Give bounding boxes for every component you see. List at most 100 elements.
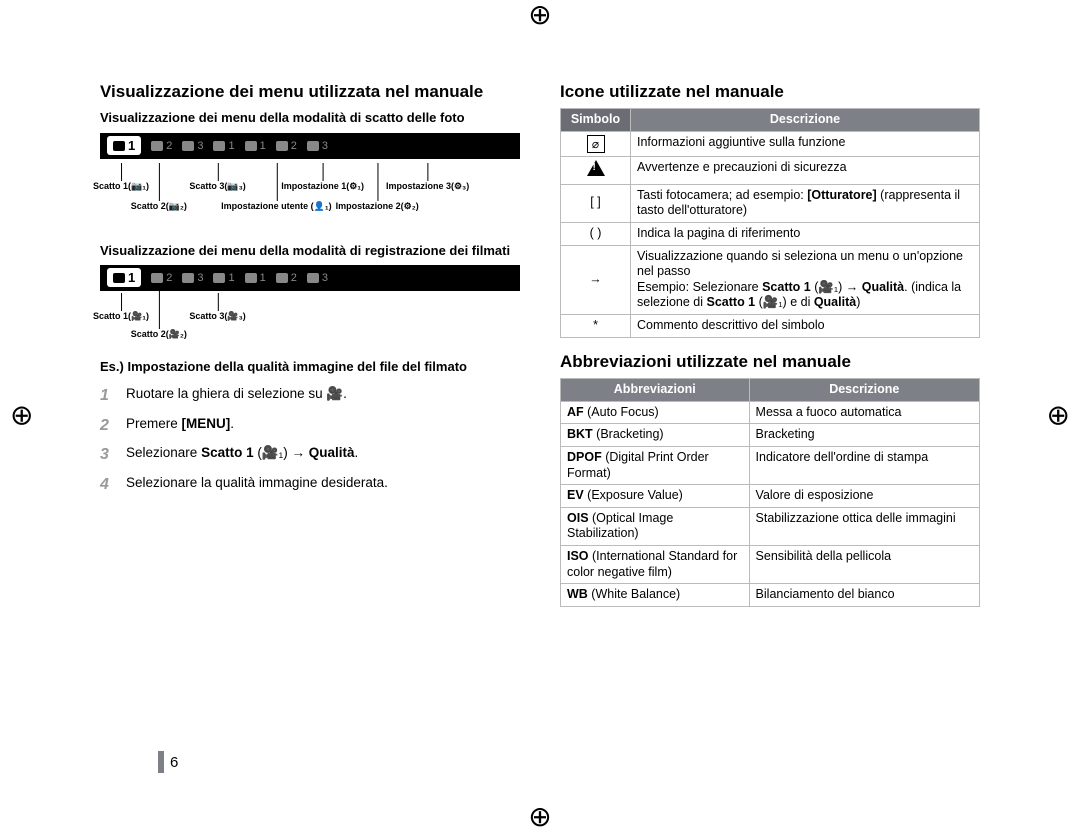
th-abbrev: Abbreviazioni <box>561 379 750 402</box>
legend-label: Impostazione 3(⚙₃) <box>386 181 469 192</box>
subheading-video-mode: Visualizzazione dei menu della modalità … <box>100 243 520 259</box>
example-heading: Es.) Impostazione della qualità immagine… <box>100 359 520 375</box>
cell-abbrev: WB (White Balance) <box>561 584 750 607</box>
tab-vuser1: 1 <box>213 272 234 284</box>
registration-mark-icon: ⊕ <box>10 398 33 431</box>
table-row: * Commento descrittivo del simbolo <box>561 315 980 338</box>
tab-vset3: 3 <box>307 272 328 284</box>
cell-desc: Indica la pagina di riferimento <box>631 222 980 245</box>
step-item: 1 Ruotare la ghiera di selezione su 🎥. <box>100 385 520 407</box>
tab-shot1: 1 <box>107 136 141 155</box>
cell-desc: Indicatore dell'ordine di stampa <box>749 446 979 484</box>
cell-desc: Sensibilità della pellicola <box>749 546 979 584</box>
table-row: ISO (International Standard for color ne… <box>561 546 980 584</box>
page-content: Visualizzazione dei menu utilizzata nel … <box>0 0 1080 647</box>
cell-abbrev: BKT (Bracketing) <box>561 424 750 447</box>
cell-desc: Valore di esposizione <box>749 485 979 508</box>
table-row: WB (White Balance)Bilanciamento del bian… <box>561 584 980 607</box>
cell-desc: Informazioni aggiuntive sulla funzione <box>631 132 980 157</box>
tab-vshot1: 1 <box>107 268 141 287</box>
step-item: 3 Selezionare Scatto 1 (🎥₁) → Qualità. <box>100 444 520 466</box>
th-desc: Descrizione <box>631 109 980 132</box>
table-row: BKT (Bracketing)Bracketing <box>561 424 980 447</box>
cell-desc: Messa a fuoco automatica <box>749 401 979 424</box>
step-number: 3 <box>100 444 116 466</box>
cell-desc: Commento descrittivo del simbolo <box>631 315 980 338</box>
tab-set3: 3 <box>307 140 328 152</box>
cell-desc: Tasti fotocamera; ad esempio: [Otturator… <box>631 184 980 222</box>
note-icon: ⌀ <box>587 135 605 153</box>
table-row: DPOF (Digital Print Order Format)Indicat… <box>561 446 980 484</box>
step-item: 2 Premere [MENU]. <box>100 415 520 437</box>
legend-label: Scatto 3(📷₃) <box>189 181 245 192</box>
right-column: Icone utilizzate nel manuale Simbolo Des… <box>560 82 980 607</box>
step-text: Premere [MENU]. <box>126 415 234 437</box>
tab-vshot3: 3 <box>182 272 203 284</box>
video-menu-bar: 1 2 3 1 1 2 3 <box>100 265 520 291</box>
table-row: OIS (Optical Image Stabilization)Stabili… <box>561 507 980 545</box>
registration-mark-icon: ⊕ <box>528 0 551 31</box>
cell-abbrev: DPOF (Digital Print Order Format) <box>561 446 750 484</box>
page-number: 6 <box>170 754 178 771</box>
symbol-text: [ ] <box>590 195 600 209</box>
heading-menu-display: Visualizzazione dei menu utilizzata nel … <box>100 82 520 102</box>
photo-menu-legend: Scatto 1(📷₁)Scatto 3(📷₃)Impostazione 1(⚙… <box>100 163 520 235</box>
table-row: → Visualizzazione quando si seleziona un … <box>561 245 980 315</box>
tab-shot2: 2 <box>151 140 172 152</box>
warning-icon <box>587 160 605 176</box>
table-row: Avvertenze e precauzioni di sicurezza <box>561 157 980 185</box>
tab-set1: 1 <box>245 140 266 152</box>
symbol-text: → <box>589 272 602 286</box>
tab-vshot2: 2 <box>151 272 172 284</box>
legend-label: Impostazione 2(⚙₂) <box>336 201 419 212</box>
tab-vset2: 2 <box>276 272 297 284</box>
symbol-text: * <box>593 318 598 332</box>
cell-desc: Stabilizzazione ottica delle immagini <box>749 507 979 545</box>
tab-user1: 1 <box>213 140 234 152</box>
cell-desc: Visualizzazione quando si seleziona un m… <box>631 245 980 315</box>
video-menu-legend: Scatto 1(🎥₁)Scatto 3(🎥₃) Scatto 2(🎥₂) <box>100 295 520 345</box>
cell-desc: Bracketing <box>749 424 979 447</box>
legend-label: Impostazione 1(⚙₁) <box>281 181 364 192</box>
cell-abbrev: ISO (International Standard for color ne… <box>561 546 750 584</box>
registration-mark-icon: ⊕ <box>528 800 551 833</box>
table-row: [ ] Tasti fotocamera; ad esempio: [Ottura… <box>561 184 980 222</box>
table-row: ⌀ Informazioni aggiuntive sulla funzione <box>561 132 980 157</box>
cell-desc: Avvertenze e precauzioni di sicurezza <box>631 157 980 185</box>
cell-abbrev: AF (Auto Focus) <box>561 401 750 424</box>
legend-label: Scatto 1(🎥₁) <box>93 311 149 322</box>
icons-table: Simbolo Descrizione ⌀ Informazioni aggiun… <box>560 108 980 337</box>
step-number: 4 <box>100 474 116 496</box>
tab-vset1: 1 <box>245 272 266 284</box>
legend-label: Scatto 1(📷₁) <box>93 181 149 192</box>
cell-abbrev: OIS (Optical Image Stabilization) <box>561 507 750 545</box>
heading-icons: Icone utilizzate nel manuale <box>560 82 980 102</box>
cell-desc: Bilanciamento del bianco <box>749 584 979 607</box>
heading-abbrev: Abbreviazioni utilizzate nel manuale <box>560 352 980 372</box>
steps-list: 1 Ruotare la ghiera di selezione su 🎥. 2 Pr… <box>100 385 520 495</box>
tab-shot3: 3 <box>182 140 203 152</box>
legend-label: Impostazione utente (👤₁) <box>221 201 331 212</box>
tab-set2: 2 <box>276 140 297 152</box>
step-text: Ruotare la ghiera di selezione su 🎥. <box>126 385 347 407</box>
step-number: 2 <box>100 415 116 437</box>
step-text: Selezionare Scatto 1 (🎥₁) → Qualità. <box>126 444 358 466</box>
symbol-text: ( ) <box>590 226 602 240</box>
cell-abbrev: EV (Exposure Value) <box>561 485 750 508</box>
legend-label: Scatto 2(📷₂) <box>131 201 187 212</box>
table-row: AF (Auto Focus)Messa a fuoco automatica <box>561 401 980 424</box>
table-row: EV (Exposure Value)Valore di esposizione <box>561 485 980 508</box>
step-text: Selezionare la qualità immagine desidera… <box>126 474 388 496</box>
table-row: ( ) Indica la pagina di riferimento <box>561 222 980 245</box>
step-number: 1 <box>100 385 116 407</box>
legend-label: Scatto 2(🎥₂) <box>131 329 187 340</box>
left-column: Visualizzazione dei menu utilizzata nel … <box>100 82 520 607</box>
photo-menu-bar: 1 2 3 1 1 2 3 <box>100 133 520 159</box>
subheading-photo-mode: Visualizzazione dei menu della modalità … <box>100 110 520 126</box>
th-desc2: Descrizione <box>749 379 979 402</box>
registration-mark-icon: ⊕ <box>1047 398 1070 431</box>
legend-label: Scatto 3(🎥₃) <box>189 311 245 322</box>
th-symbol: Simbolo <box>561 109 631 132</box>
abbrev-table: Abbreviazioni Descrizione AF (Auto Focus… <box>560 378 980 607</box>
step-item: 4 Selezionare la qualità immagine desider… <box>100 474 520 496</box>
